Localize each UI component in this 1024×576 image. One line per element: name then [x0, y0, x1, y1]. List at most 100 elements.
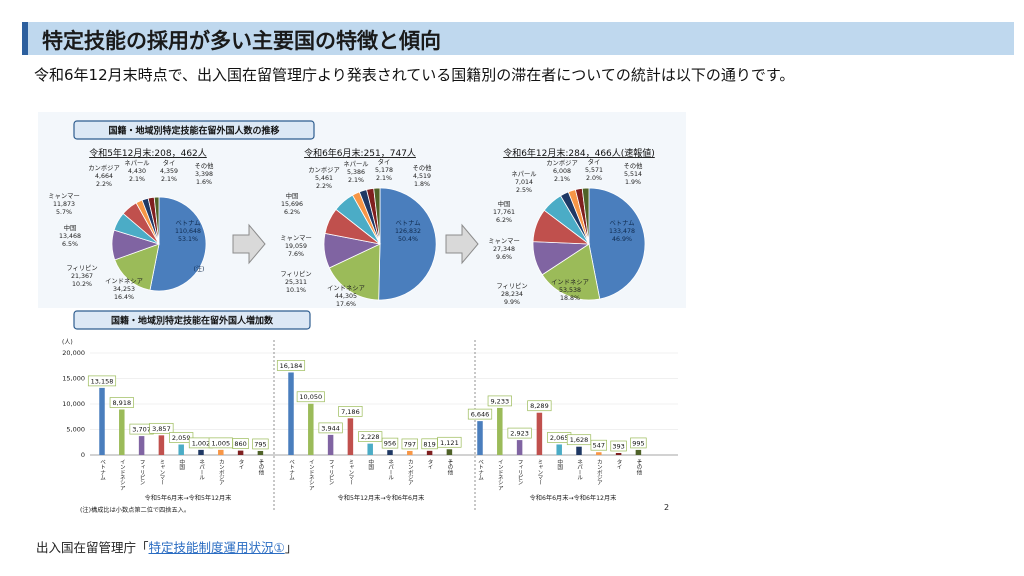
pie-slice-value: 44,305: [335, 293, 357, 300]
source-prefix: 出入国在留管理庁「: [36, 540, 149, 555]
pie-slice-label: インドネシア: [551, 278, 589, 286]
category-label: カンボジア: [596, 459, 603, 486]
category-label: ネパール: [387, 459, 394, 481]
category-label: その他: [635, 459, 642, 476]
data-label: 3,857: [152, 425, 171, 433]
data-label: 8,918: [112, 399, 131, 407]
pie-slice-label: ネパール: [511, 170, 536, 178]
data-label-box: [590, 439, 608, 451]
category-label: ベトナム: [99, 459, 106, 481]
pie-slice: [581, 187, 590, 245]
data-label: 1,002: [192, 439, 211, 447]
pie-slice-value: 15,696: [281, 201, 303, 208]
data-label: 7,186: [341, 408, 360, 416]
pie-slice-value: 133,478: [609, 228, 635, 235]
data-label-box: [437, 436, 462, 448]
pie-slice-label: ベトナム: [396, 219, 421, 227]
bar-y-tick-label: 15,000: [62, 375, 85, 383]
bar: [615, 453, 622, 455]
category-label: ネパール: [576, 459, 583, 481]
category-label: インドネシア: [119, 459, 126, 491]
category-label: 中国: [367, 458, 374, 471]
data-label: 10,050: [299, 393, 322, 401]
bar: [446, 449, 453, 455]
transition-arrow-1: [232, 223, 266, 265]
pie-slice-percent: 2.2%: [96, 181, 112, 188]
pie-slice-percent: 16.4%: [114, 294, 134, 301]
bar: [138, 436, 145, 455]
bar-group-caption: 令和5年12月末→令和6年6月末: [338, 494, 425, 502]
pie-slice-label: ベトナム: [176, 219, 201, 227]
data-label-box: [276, 360, 306, 371]
page-subtitle: 令和6年12月末時点で、出入国在留管理庁より発表されている国籍別の滞在者について…: [34, 66, 795, 84]
category-label: その他: [257, 459, 264, 476]
pie-slice-percent: 6.2%: [284, 209, 300, 216]
data-label-box: [507, 427, 532, 439]
pie-slice-value: 34,253: [113, 286, 135, 293]
pie-slice-value: 5,571: [585, 167, 603, 174]
bar-section-header: 国籍・地域別特定技能在留外国人増加数: [73, 310, 311, 330]
pie-slice: [328, 243, 381, 301]
pie-slice-label: フィリピン: [280, 270, 311, 278]
pie-slice-value: 3,398: [195, 171, 213, 178]
pie-slice-value: 110,648: [175, 228, 201, 235]
data-label: 2,059: [172, 434, 191, 442]
pie-slice-value: 21,367: [71, 273, 93, 280]
bar-group-caption: 令和5年6月末→令和5年12月末: [145, 494, 232, 502]
source-link[interactable]: 特定技能制度運用状況①: [148, 540, 285, 555]
bar-y-tick-label: 0: [81, 451, 85, 459]
pie-slice-value: 7,014: [515, 179, 533, 186]
pie-slice-label: タイ: [378, 157, 391, 166]
bar-section-header-box: [73, 310, 311, 330]
bar-section-header-text: 国籍・地域別特定技能在留外国人増加数: [111, 315, 274, 327]
bar: [327, 434, 334, 455]
data-label: 547: [593, 442, 605, 450]
bar-y-tick-label: 20,000: [62, 349, 85, 357]
data-label: 1,628: [570, 436, 589, 444]
figure-page-number: 2: [664, 503, 669, 512]
bar: [387, 450, 393, 455]
data-label: 860: [234, 440, 246, 448]
pie-slice-percent: 10.2%: [72, 281, 92, 288]
pie-slice: [588, 187, 646, 300]
category-label: 中国: [178, 458, 185, 471]
bar: [367, 443, 373, 455]
bar: [477, 421, 483, 455]
bar: [407, 450, 413, 455]
pie-slice-percent: 2.1%: [376, 175, 392, 182]
pie-slice-percent: 1.6%: [196, 179, 212, 186]
pie-slice-percent: 2.0%: [586, 175, 602, 182]
pie-footnote: (注): [194, 265, 205, 273]
pie-slice-percent: 6.2%: [496, 217, 512, 224]
category-label: ミャンマー: [158, 459, 165, 485]
transition-arrow-2: [445, 223, 479, 265]
pie-slice: [541, 243, 601, 301]
pie-slice-percent: 7.6%: [288, 251, 304, 258]
pie-slice: [153, 196, 160, 245]
data-label-box: [467, 408, 493, 420]
category-label: ベトナム: [477, 459, 484, 481]
bar-group-1: 13,158 ベトナム 8,918 インドネシア 3,707 フィリピン 3,857 ミャンマ…: [87, 375, 269, 502]
pie-slice: [114, 243, 160, 291]
pie-slice-percent: 2.1%: [129, 176, 145, 183]
pie-slice-percent: 2.2%: [316, 183, 332, 190]
data-label-box: [630, 437, 647, 449]
category-label: ミャンマー: [536, 459, 543, 485]
bar-y-unit: (人): [62, 339, 73, 346]
pie-slice-percent: 9.6%: [496, 254, 512, 261]
bar: [635, 449, 642, 455]
pie-slice-value: 25,311: [285, 279, 307, 286]
pie-slice-percent: 2.1%: [554, 176, 570, 183]
bar: [218, 449, 224, 455]
pie-slice-value: 5,514: [624, 171, 642, 178]
pie-slice-percent: 10.1%: [286, 287, 306, 294]
data-label-box: [318, 422, 343, 434]
title-bar: 特定技能の採用が多い主要国の特徴と傾向: [22, 22, 1014, 55]
pie-slice-label: ベトナム: [610, 219, 635, 227]
pie-chart-1: 令和5年12月末:208，462人ベトナム110,64853.1%インドネシア3…: [48, 147, 214, 301]
pie-title: 令和6年12月末:284，466人(速報値): [503, 147, 655, 159]
category-label: カンボジア: [407, 459, 414, 486]
bar: [536, 412, 543, 455]
bar: [288, 372, 294, 455]
